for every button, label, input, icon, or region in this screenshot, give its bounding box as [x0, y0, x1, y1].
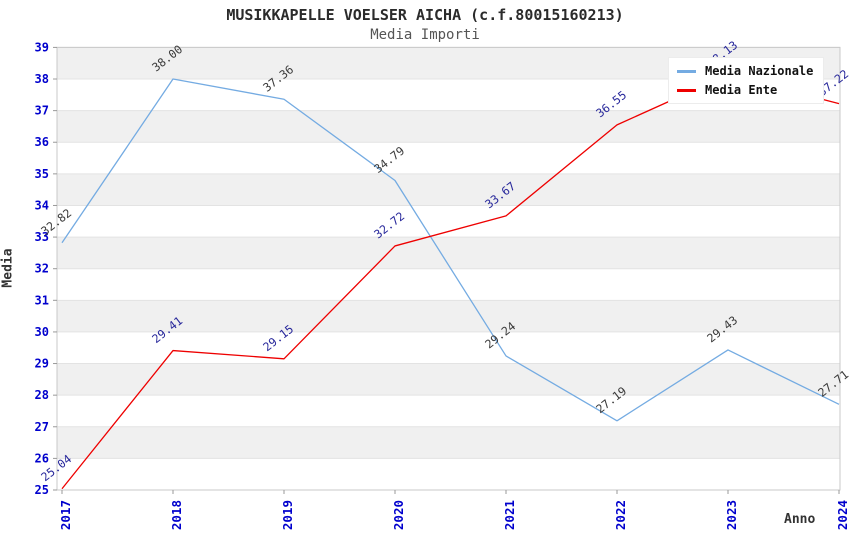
plot-band [57, 426, 840, 459]
chart-subtitle: Media Importi [370, 27, 480, 43]
y-tick-label: 27 [35, 420, 49, 434]
x-axis-title: Anno [784, 512, 816, 527]
x-tick-label: 2017 [58, 500, 73, 530]
legend-label: Media Ente [705, 83, 778, 97]
media-nazionale-line-swatch [677, 69, 696, 73]
legend-item-media-nazionale: Media Nazionale [677, 65, 813, 77]
x-tick-label: 2020 [391, 500, 406, 530]
y-tick-label: 30 [35, 325, 49, 339]
y-tick-label: 31 [35, 293, 49, 307]
plot-band [57, 237, 840, 269]
x-tick-label: 2019 [280, 500, 295, 530]
media-ente-line-swatch [677, 88, 696, 92]
y-tick-label: 25 [35, 483, 49, 497]
plot-band [57, 205, 840, 238]
x-tick-label: 2024 [835, 500, 850, 530]
x-tick-label: 2021 [502, 500, 517, 530]
plot-band [57, 268, 840, 301]
series-line-media-nazionale [61, 78, 840, 422]
y-tick-label: 35 [35, 167, 49, 181]
plot-band [57, 173, 840, 206]
x-tick-label: 2022 [613, 500, 628, 530]
plot-band [57, 142, 840, 174]
plot-band [57, 363, 840, 396]
plot-band [57, 458, 840, 490]
y-tick-label: 26 [35, 451, 49, 465]
y-tick-label: 28 [35, 388, 49, 402]
y-axis-title: Media [0, 248, 16, 288]
plot-band [57, 331, 840, 364]
plot-band [57, 110, 840, 143]
y-tick-label: 36 [35, 135, 49, 149]
chart-title: MUSIKKAPELLE VOELSER AICHA (c.f.80015160… [226, 6, 624, 24]
y-tick-label: 38 [35, 72, 49, 86]
legend-label: Media Nazionale [705, 64, 814, 78]
y-tick-label: 39 [35, 40, 49, 54]
plot-band [57, 395, 840, 427]
x-tick-label: 2018 [169, 500, 184, 530]
y-tick-label: 33 [35, 230, 49, 244]
y-tick-label: 37 [35, 104, 49, 118]
plot-band [57, 300, 840, 332]
x-tick-label: 2023 [724, 500, 739, 530]
y-tick-label: 34 [35, 198, 49, 212]
legend-item-media-ente: Media Ente [677, 84, 813, 96]
chart-legend: Media Nazionale Media Ente [668, 57, 825, 104]
y-tick-label: 29 [35, 357, 49, 371]
y-tick-label: 32 [35, 262, 49, 276]
